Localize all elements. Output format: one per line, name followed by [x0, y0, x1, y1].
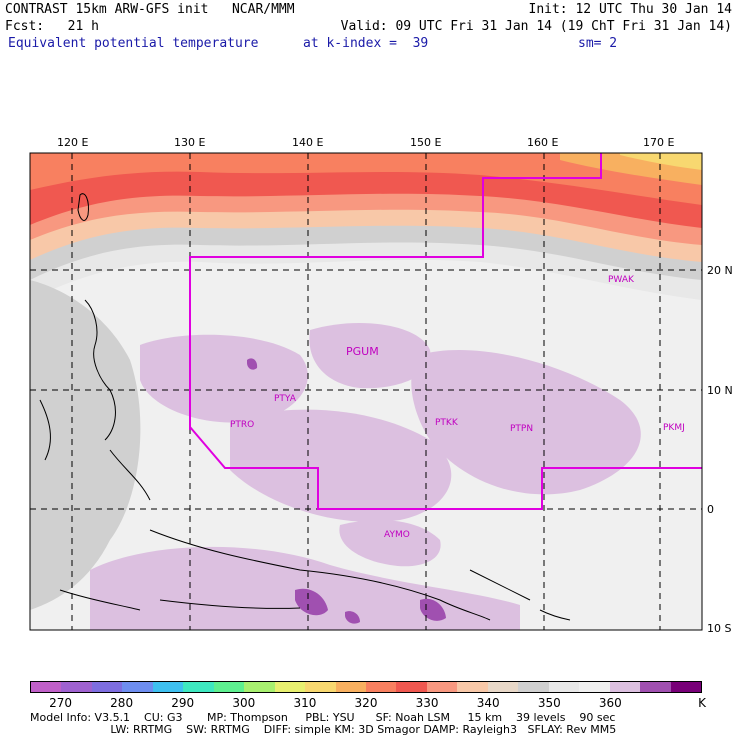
station-pkmj: PKMJ [663, 423, 685, 433]
lon-label-160: 160 E [527, 136, 559, 149]
colorbar-label: 310 [293, 696, 317, 710]
lat-label-0: 0 [707, 503, 714, 516]
colorbar-swatch [396, 682, 427, 692]
field-name: Equivalent potential temperature [8, 36, 259, 51]
colorbar-swatch [152, 682, 184, 692]
colorbar-label: 280 [110, 696, 134, 710]
colorbar-label: 300 [232, 696, 256, 710]
colorbar-label: 320 [354, 696, 378, 710]
lat-label-20n: 20 N [707, 264, 733, 277]
colorbar-label: 350 [537, 696, 561, 710]
colorbar-label: 290 [171, 696, 195, 710]
station-ptpn: PTPN [510, 424, 533, 434]
colorbar-swatch [518, 682, 549, 692]
colorbar-swatch [579, 682, 610, 692]
station-ptya: PTYA [274, 394, 297, 404]
lon-label-120: 120 E [57, 136, 89, 149]
station-pgum: PGUM [346, 345, 379, 358]
level-index: at k-index = 39 [303, 36, 429, 51]
colorbar-swatch [305, 682, 336, 692]
lon-label-130: 130 E [174, 136, 206, 149]
station-ptkk: PTKK [435, 418, 459, 428]
model-info-line2: LW: RRTMG SW: RRTMG DIFF: simple KM: 3D … [30, 723, 617, 736]
colorbar-swatch [122, 682, 153, 692]
colorbar-label: 340 [476, 696, 500, 710]
colorbar-swatch [457, 682, 488, 692]
valid-time: Valid: 09 UTC Fri 31 Jan 14 (19 ChT Fri … [340, 19, 732, 34]
init-time: Init: 12 UTC Thu 30 Jan 14 [528, 2, 733, 17]
lat-label-10s: 10 S [707, 622, 732, 635]
colorbar-swatch [91, 682, 123, 692]
colorbar-label: K [698, 696, 706, 710]
colorbar-swatch [61, 682, 92, 692]
colorbar-swatch [244, 682, 275, 692]
colorbar-swatch [548, 682, 580, 692]
colorbar [30, 681, 702, 693]
colorbar-swatch [609, 682, 641, 692]
colorbar-swatch [213, 682, 245, 692]
lon-label-150: 150 E [410, 136, 442, 149]
model-info-line1: Model Info: V3.5.1 CU: G3 MP: Thompson P… [30, 711, 616, 724]
lat-label-10n: 10 N [707, 384, 733, 397]
station-aymo: AYMO [384, 530, 410, 540]
colorbar-label: 360 [598, 696, 622, 710]
colorbar-swatch [183, 682, 214, 692]
station-ptro: PTRO [230, 420, 254, 430]
smoothing: sm= 2 [578, 36, 618, 51]
colorbar-swatch [640, 682, 671, 692]
model-title: CONTRAST 15km ARW-GFS init NCAR/MMM [5, 2, 295, 17]
lon-label-170: 170 E [643, 136, 675, 149]
colorbar-swatch [670, 682, 701, 692]
colorbar-swatch [365, 682, 397, 692]
lon-label-140: 140 E [292, 136, 324, 149]
colorbar-swatch [426, 682, 458, 692]
station-pwak: PWAK [608, 275, 635, 285]
colorbar-swatch [31, 682, 62, 692]
colorbar-swatch [274, 682, 306, 692]
colorbar-swatch [335, 682, 366, 692]
forecast-hour: Fcst: 21 h [5, 19, 99, 34]
colorbar-label: 330 [415, 696, 439, 710]
colorbar-label: 270 [49, 696, 72, 710]
colorbar-swatch [487, 682, 519, 692]
